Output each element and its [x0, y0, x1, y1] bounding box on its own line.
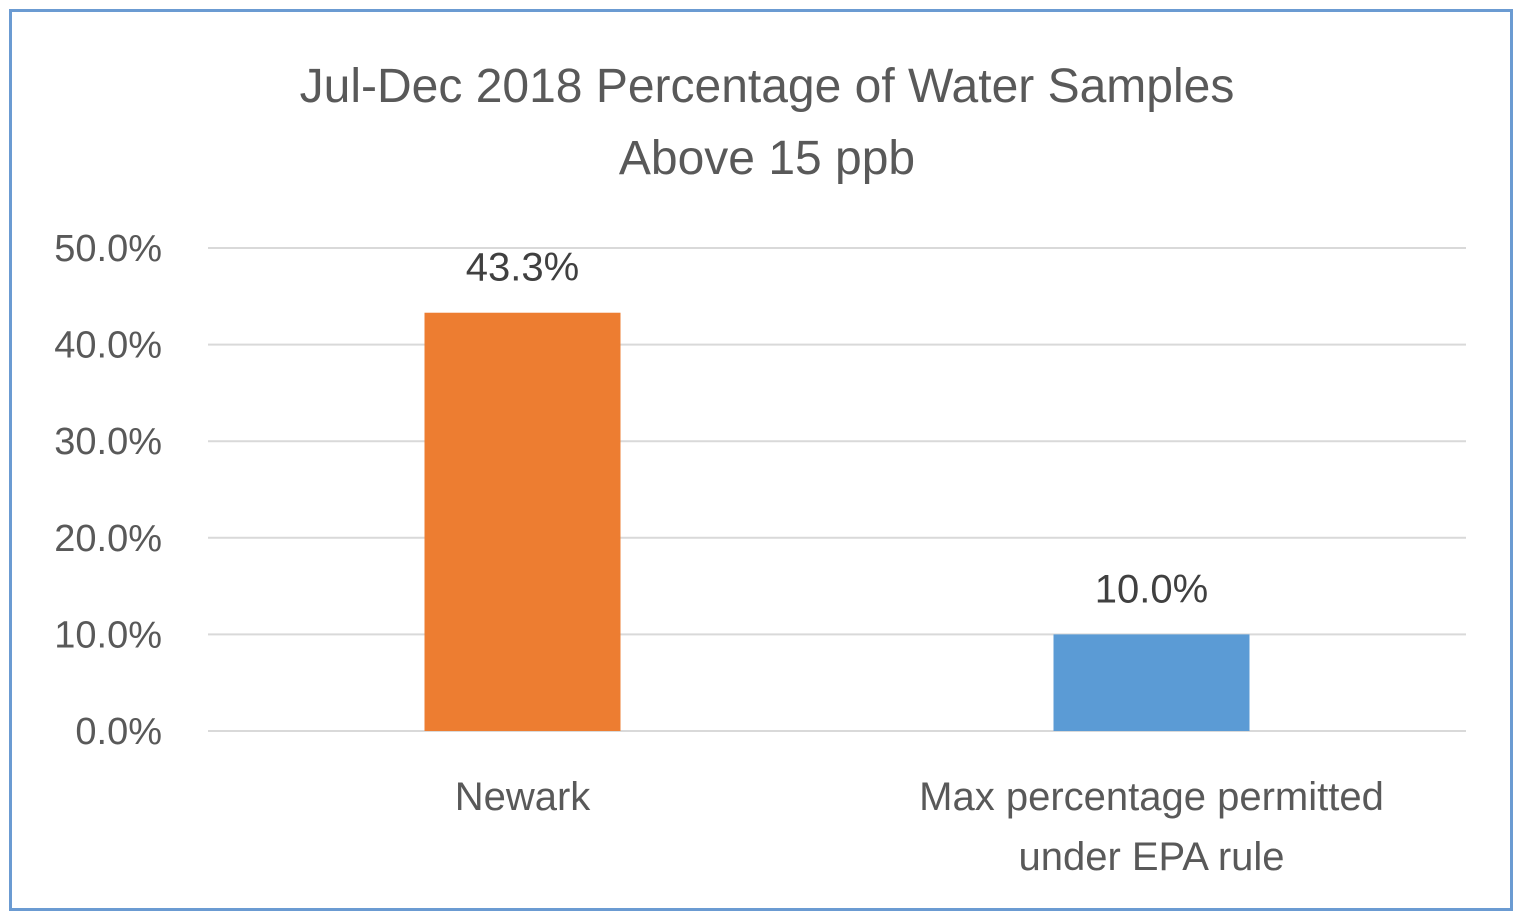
chart-title: Jul-Dec 2018 Percentage of Water Samples… [300, 60, 1235, 185]
bar-0 [424, 312, 621, 731]
category-label-1-line-1: Max percentage permitted [919, 775, 1384, 819]
y-axis-tick-labels: 0.0% 10.0% 20.0% 30.0% 40.0% 50.0% [54, 228, 162, 753]
chart-title-line-1: Jul-Dec 2018 Percentage of Water Samples [300, 60, 1235, 113]
category-label-1-line-2: under EPA rule [1018, 835, 1284, 879]
bars [424, 312, 1250, 731]
chart-title-line-2: Above 15 ppb [619, 132, 915, 185]
category-labels: Newark Max percentage permitted under EPA … [455, 775, 1384, 879]
y-tick-label: 40.0% [54, 325, 162, 367]
data-label-0: 43.3% [466, 246, 579, 290]
data-labels: 43.3% 10.0% [466, 246, 1208, 612]
gridlines [208, 247, 1466, 732]
bar-1 [1053, 634, 1250, 731]
chart-frame [9, 9, 1513, 911]
y-tick-label: 30.0% [54, 421, 162, 463]
y-tick-label: 20.0% [54, 518, 162, 560]
y-tick-label: 10.0% [54, 614, 162, 656]
data-label-1: 10.0% [1095, 567, 1208, 611]
y-tick-label: 50.0% [54, 228, 162, 270]
y-tick-label: 0.0% [75, 711, 162, 753]
category-label-0-line-1: Newark [455, 775, 592, 819]
